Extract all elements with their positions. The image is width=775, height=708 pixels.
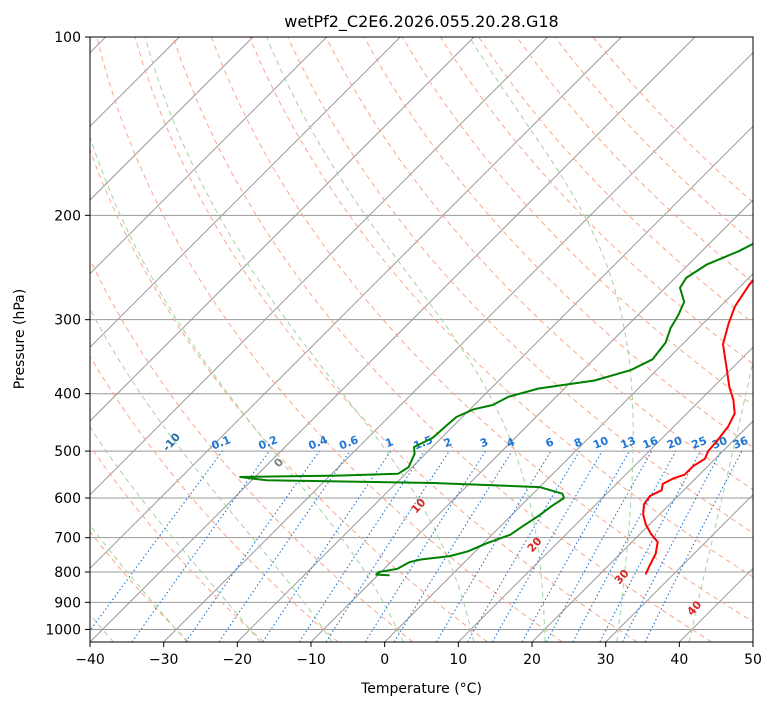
dry-adiabat-line [90, 258, 414, 642]
x-tick-label: −20 [223, 652, 253, 668]
mixing-ratio-label: 2 [442, 435, 454, 450]
y-tick-label: 100 [54, 30, 81, 46]
dry-adiabat-line [249, 37, 753, 578]
dry-adiabat-line [439, 37, 753, 365]
isotherm-line [310, 199, 753, 642]
mixing-ratio-line [572, 450, 677, 642]
background-lines-layer [90, 37, 753, 642]
dry-adiabat-line [172, 37, 712, 642]
dry-adiabat-line [90, 148, 488, 642]
moist-adiabat-line [144, 37, 475, 642]
mixing-ratio-line [90, 450, 223, 632]
series-layer [239, 242, 753, 577]
mixing-ratio-line [218, 450, 351, 642]
isotherm-line [531, 420, 753, 642]
mixing-ratio-label: 8 [572, 435, 584, 450]
axes-layer: −40 −30 −20 −10 0 10 20 30 40 50 100 200 300 400 500 60… [45, 30, 762, 668]
isotherm-line [90, 37, 696, 642]
temperature-profile-line [642, 278, 753, 575]
isotherm-line [90, 37, 401, 349]
x-tick-label: 0 [380, 652, 389, 668]
y-tick-label: 700 [54, 531, 81, 547]
mixing-ratio-label: 1 [383, 435, 395, 450]
isotherm-line [457, 346, 753, 642]
dry-adiabat-line [90, 531, 190, 642]
mixing-ratio-line [131, 450, 270, 642]
dry-adiabat-line [90, 355, 339, 642]
dry-adiabat-line [401, 37, 753, 406]
x-tick-label: 50 [744, 652, 762, 668]
mixing-ratio-line [298, 450, 425, 642]
plot-frame [89, 36, 754, 643]
x-tick-label: −10 [296, 652, 326, 668]
y-tick-label: 300 [54, 313, 81, 329]
mixing-ratio-label: 13 [619, 434, 638, 452]
mixing-ratio-label: 3 [478, 435, 490, 450]
dry-adiabat-line [90, 445, 264, 642]
mixing-ratio-line [393, 450, 513, 642]
x-tick-label: 30 [597, 652, 615, 668]
isotherm-line [90, 37, 549, 496]
mixing-ratio-line [545, 450, 653, 642]
moist-adiabat-line [90, 135, 404, 642]
mixing-ratio-label: 36 [731, 434, 750, 452]
isotherm-line [384, 272, 753, 642]
dry-adiabat-line [96, 37, 563, 642]
y-tick-label: 600 [54, 491, 81, 507]
mixing-ratio-label: 16 [641, 434, 660, 452]
y-tick-label: 500 [54, 444, 81, 460]
y-tick-label: 800 [54, 565, 81, 581]
isotherm-line [236, 125, 753, 642]
mixing-ratio-label: 20 [665, 434, 684, 452]
isotherm-line [90, 37, 254, 201]
mixing-ratio-label: 30 [710, 434, 729, 452]
dry-adiabat-line [210, 37, 753, 623]
y-tick-label: 400 [54, 387, 81, 403]
chart-title: wetPf2_C2E6.2026.055.20.28.G18 [284, 12, 558, 32]
moist-adiabat-line [90, 426, 261, 642]
dry-adiabat-line [287, 37, 753, 534]
y-tick-label: 1000 [45, 622, 81, 638]
dewpoint-profile-line [239, 242, 753, 577]
x-tick-label: 10 [449, 652, 467, 668]
dry-adiabat-line [134, 37, 638, 642]
isotherm-line [605, 493, 753, 642]
isotherm-line [90, 37, 475, 422]
isotherm-line [90, 37, 622, 570]
mixing-ratio-line [644, 450, 743, 642]
mixing-ratio-label: 25 [690, 434, 709, 452]
mixing-ratio-label: 10 [591, 434, 610, 452]
y-axis-title: Pressure (hPa) [12, 289, 28, 389]
isotherm-line [163, 51, 753, 642]
x-tick-label: 40 [670, 652, 688, 668]
x-tick-label: −30 [149, 652, 179, 668]
x-tick-label: 20 [523, 652, 541, 668]
y-tick-label: 200 [54, 208, 81, 224]
grid-layer [90, 37, 753, 642]
mixing-ratio-line [262, 450, 392, 642]
mixing-ratio-line [325, 450, 450, 642]
isotherm-line [90, 37, 328, 275]
x-tick-label: −40 [75, 652, 105, 668]
moist-adiabat-line [90, 524, 188, 642]
x-axis-title: Temperature (°C) [360, 681, 482, 697]
y-tick-label: 900 [54, 595, 81, 611]
mixing-ratio-line [521, 450, 630, 642]
mixing-ratio-line [185, 450, 320, 642]
